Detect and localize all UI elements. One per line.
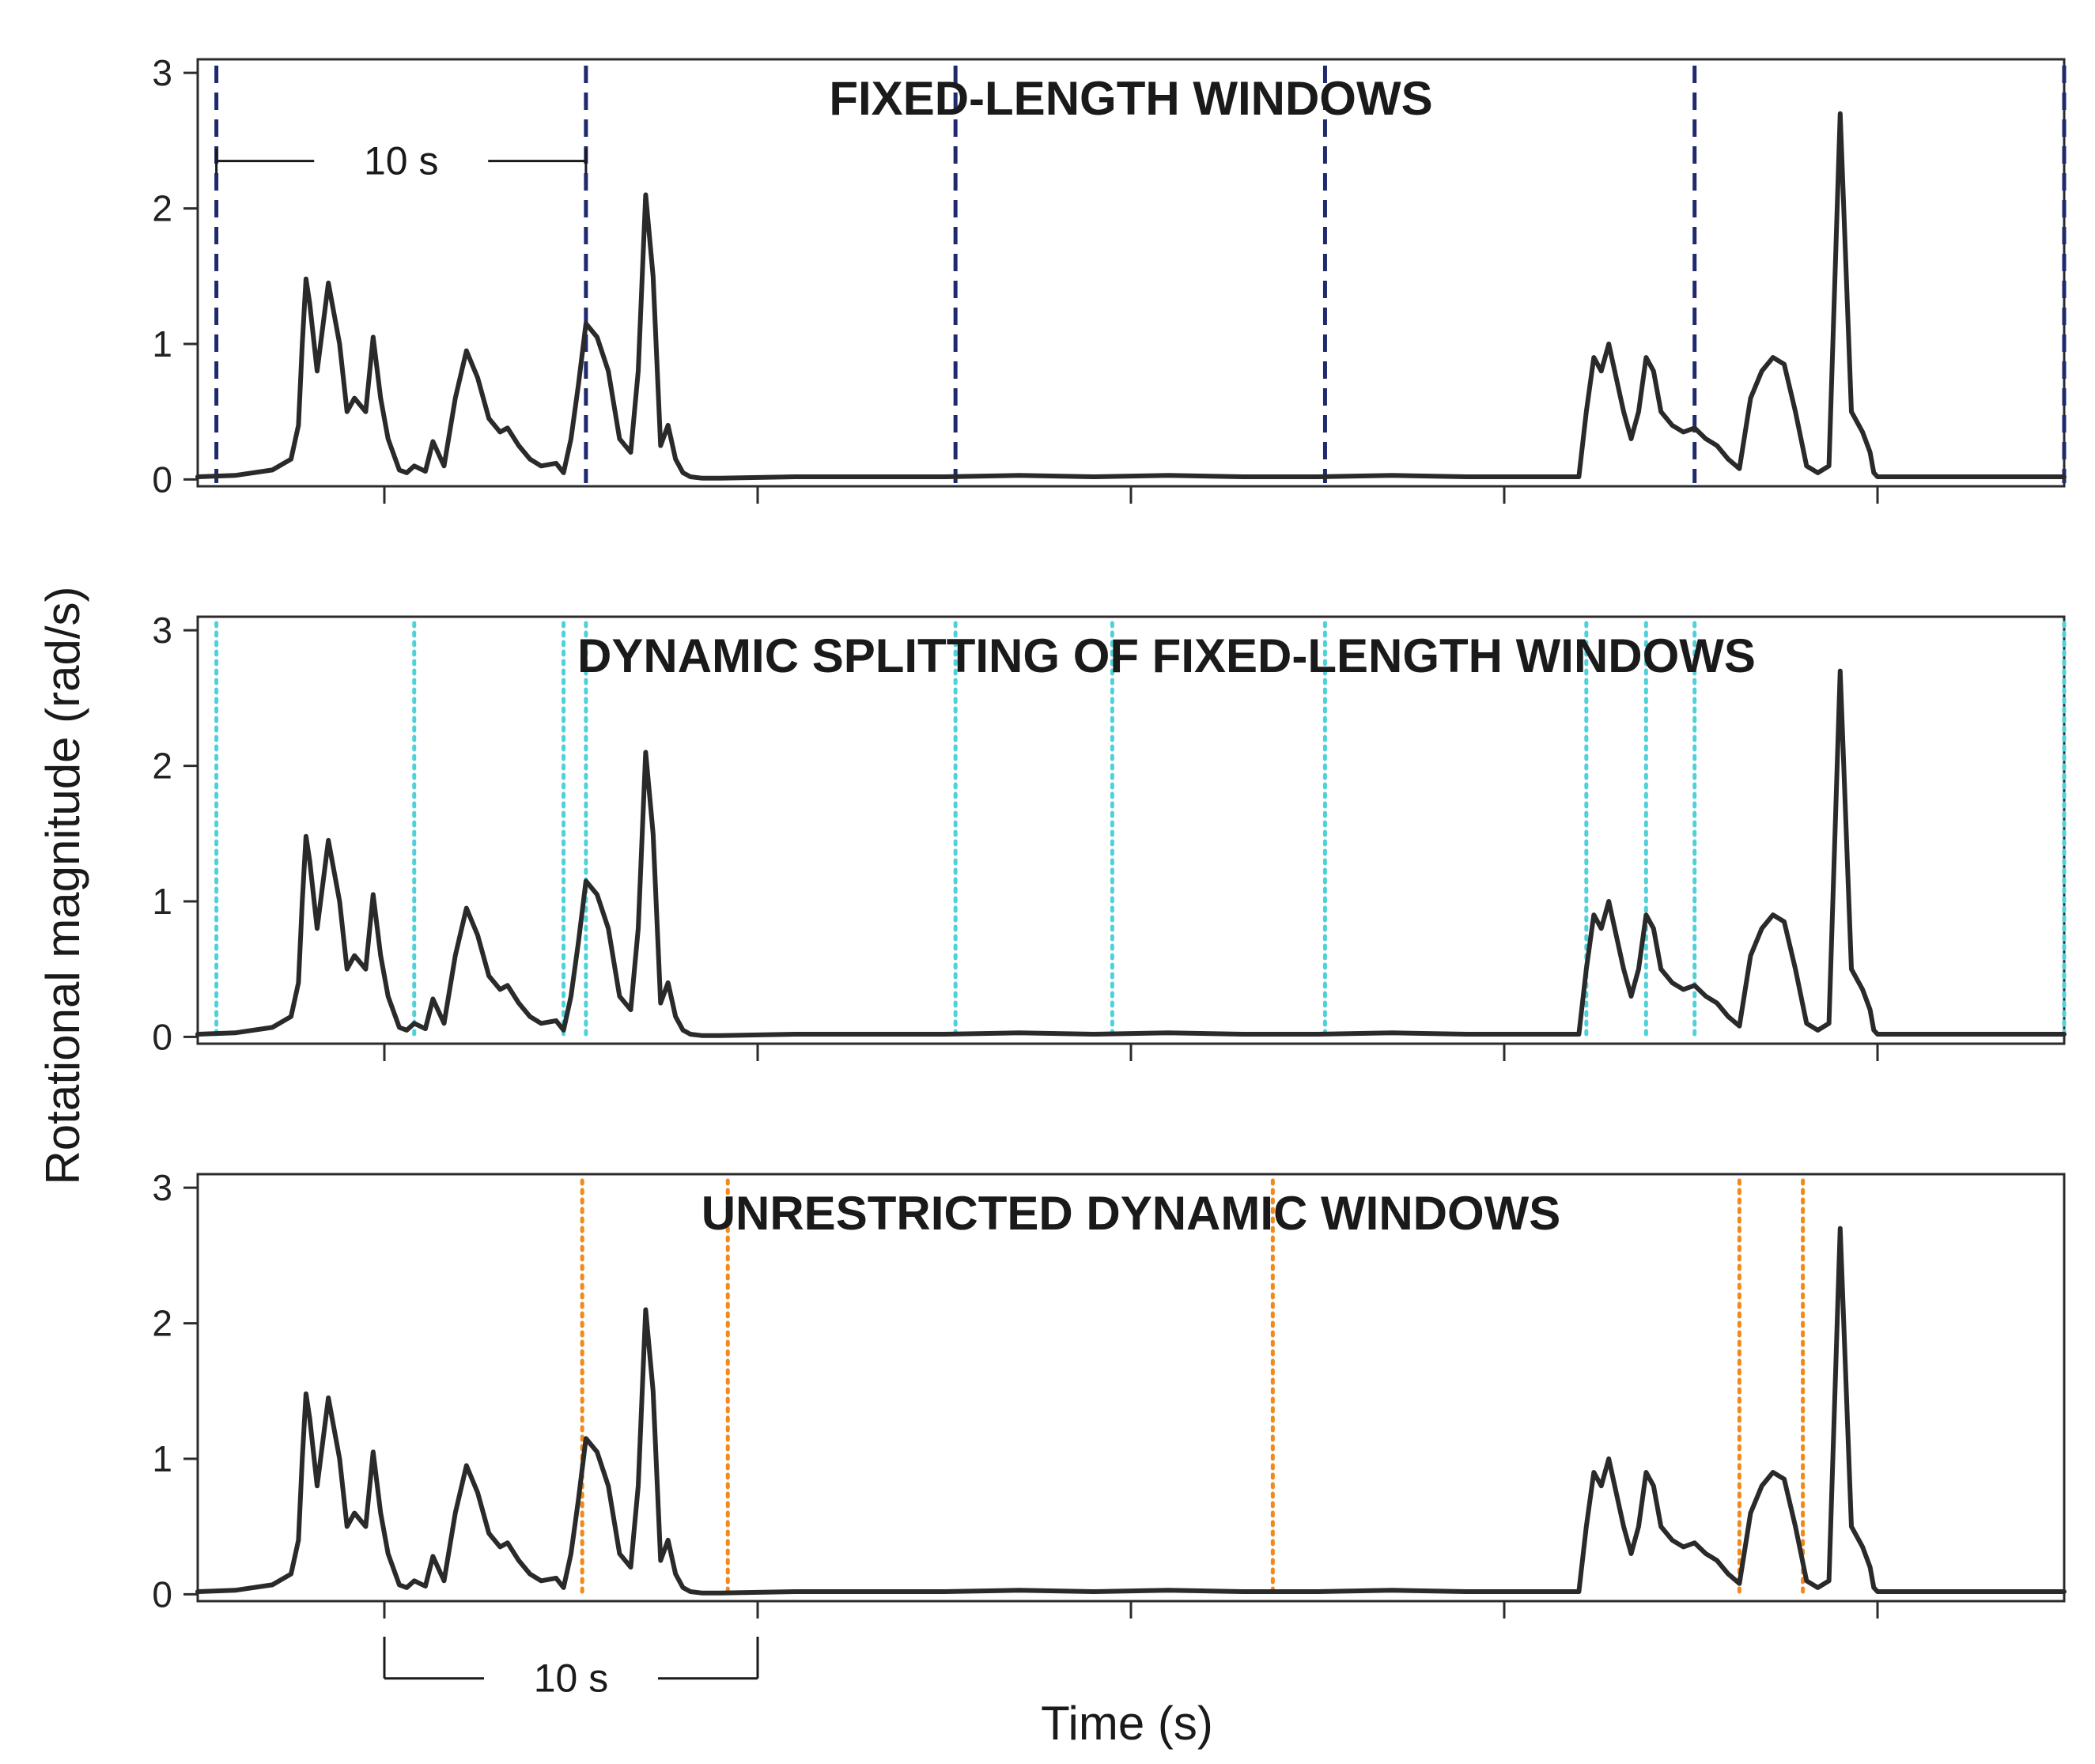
y-tick-label: 3: [152, 52, 172, 93]
y-tick-label: 1: [152, 323, 172, 365]
panel-2: 0 1 2 3 DYNAMIC SPLITTING OF FIXED-LENGTH WI…: [152, 610, 2067, 1061]
y-tick-label: 2: [152, 188, 172, 229]
span-annotation: 10 s: [383, 1637, 759, 1701]
y-tick-label: 0: [152, 1573, 172, 1615]
y-tick-label: 1: [152, 1438, 172, 1479]
signal-line: [195, 1226, 2067, 1596]
panel-title: UNRESTRICTED DYNAMIC WINDOWS: [701, 1187, 1561, 1240]
x-axis-label: Time (s): [1041, 1697, 1213, 1750]
panel-3: 0 1 2 3 UNRESTRICTED DYNAMIC WINDOWS: [152, 1167, 2067, 1619]
signal-line: [195, 111, 2067, 481]
panel-1: 0 1 2 3 FIXED-LENGTH WINDOWS: [152, 52, 2067, 504]
panel-title: FIXED-LENGTH WINDOWS: [829, 72, 1432, 125]
annotation-label: 10 s: [364, 139, 439, 183]
annotation-label: 10 s: [534, 1656, 609, 1701]
y-tick-label: 1: [152, 881, 172, 922]
signal-line: [195, 668, 2067, 1038]
y-tick-label: 0: [152, 1016, 172, 1057]
panels: 0 1 2 3 FIXED-LENGTH WINDOWS 0 1 2 3 DYNAMIC SPLI…: [152, 52, 2067, 1701]
y-tick-label: 2: [152, 746, 172, 787]
y-axis-label: Rotational magnitude (rad/s): [36, 586, 89, 1184]
y-tick-label: 3: [152, 610, 172, 651]
panel-title: DYNAMIC SPLITTING OF FIXED-LENGTH WINDOW…: [577, 629, 1756, 682]
y-tick-label: 3: [152, 1167, 172, 1208]
y-tick-label: 2: [152, 1303, 172, 1344]
y-tick-label: 0: [152, 459, 172, 500]
span-annotation: 10 s: [215, 139, 588, 183]
